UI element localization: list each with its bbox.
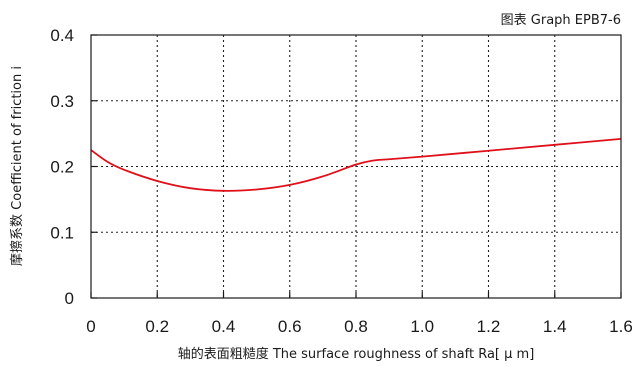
tick-label-group: 0 0.2 0.4 0.6 0.8 1.0 1.2 1.4 1.6 0 0.1 0.2 0.3 0.4 <box>50 26 632 336</box>
x-tick-label: 1.0 <box>410 317 434 336</box>
x-tick-label: 1.2 <box>477 317 501 336</box>
x-tick-label: 0 <box>86 317 95 336</box>
chart-caption: 图表 Graph EPB7-6 <box>501 13 621 28</box>
grid <box>91 35 621 298</box>
y-tick-label: 0.1 <box>50 223 74 242</box>
y-axis-label: 摩擦系数 Coefficient of friction i <box>9 66 25 266</box>
x-tick-label: 1.4 <box>543 317 567 336</box>
series-line <box>90 137 622 192</box>
y-tick-label: 0.3 <box>50 92 74 111</box>
series-group <box>90 137 622 192</box>
x-axis-label: 轴的表面粗糙度 The surface roughness of shaft R… <box>178 346 535 362</box>
x-tick-label: 0.8 <box>344 317 368 336</box>
x-tick-label: 1.6 <box>609 317 633 336</box>
x-tick-label: 0.2 <box>145 317 169 336</box>
x-tick-label: 0.6 <box>278 317 302 336</box>
x-tick-label: 0.4 <box>212 317 236 336</box>
y-tick-label: 0 <box>65 289 74 308</box>
y-tick-label: 0.2 <box>50 158 74 177</box>
tick-group <box>90 34 622 299</box>
y-tick-label: 0.4 <box>50 26 74 45</box>
